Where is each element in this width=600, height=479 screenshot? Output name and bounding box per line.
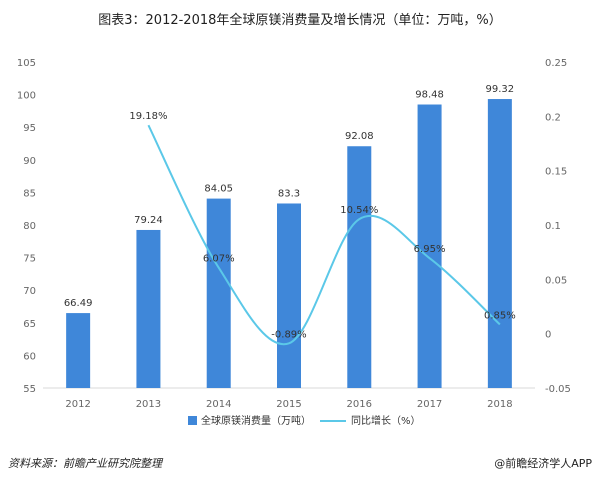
y-left-tick-label: 80 (23, 221, 36, 232)
y-left-tick-label: 75 (23, 254, 36, 265)
y-left-tick-label: 65 (23, 319, 36, 330)
y-right-tick-label: -0.05 (545, 384, 571, 395)
brand-credit: @前瞻经济学人APP (494, 457, 592, 470)
bar (136, 229, 161, 388)
line-value-label: -0.89% (271, 329, 306, 340)
line-value-label: 0.85% (484, 310, 516, 321)
x-tick-label: 2015 (276, 399, 301, 410)
chart-title: 图表3：2012-2018年全球原镁消费量及增长情况（单位：万吨，%） (98, 13, 502, 28)
growth-line (147, 124, 501, 346)
y-left-tick-label: 85 (23, 188, 36, 199)
bar-value-label: 98.48 (415, 90, 444, 101)
legend-bar-swatch (188, 416, 197, 425)
line-value-label: 19.18% (129, 111, 167, 122)
line-value-label: 6.95% (414, 244, 446, 255)
line-value-label: 6.07% (203, 254, 235, 265)
x-tick-label: 2016 (347, 399, 372, 410)
bar (487, 99, 512, 388)
bar (347, 146, 372, 388)
bar-value-label: 99.32 (486, 84, 515, 95)
y-left-tick-label: 90 (23, 156, 36, 167)
y-right-tick-label: 0.25 (545, 58, 567, 69)
x-tick-label: 2014 (206, 399, 231, 410)
x-tick-label: 2017 (417, 399, 442, 410)
y-right-tick-label: 0.1 (545, 221, 561, 232)
y-left-tick-label: 95 (23, 123, 36, 134)
y-right-tick-label: 0.2 (545, 112, 561, 123)
bar-value-label: 66.49 (64, 298, 93, 309)
y-right-tick-label: 0 (545, 330, 551, 341)
x-tick-label: 2018 (487, 399, 512, 410)
x-tick-label: 2012 (65, 399, 90, 410)
y-left-tick-label: 70 (23, 286, 36, 297)
bar (277, 203, 301, 388)
legend-bar-label: 全球原镁消费量（万吨） (201, 414, 311, 427)
bar (66, 313, 91, 388)
y-left-tick-label: 105 (17, 58, 36, 69)
bar-value-label: 79.24 (134, 215, 163, 226)
y-left-tick-label: 60 (23, 351, 36, 362)
source-note: 资料来源：前瞻产业研究院整理 (8, 457, 162, 470)
bar-value-label: 84.05 (204, 184, 233, 195)
legend-line-label: 同比增长（%） (351, 414, 421, 427)
line-value-label: 10.54% (340, 205, 378, 216)
y-left-tick-label: 100 (17, 91, 36, 102)
bar (417, 104, 442, 388)
y-right-tick-label: 0.05 (545, 275, 567, 286)
y-right-tick-label: 0.15 (545, 167, 567, 178)
bar-value-label: 92.08 (345, 131, 374, 142)
y-left-tick-label: 55 (23, 384, 36, 395)
x-tick-label: 2013 (136, 399, 161, 410)
bar (206, 198, 231, 388)
bar-value-label: 83.3 (278, 188, 300, 199)
